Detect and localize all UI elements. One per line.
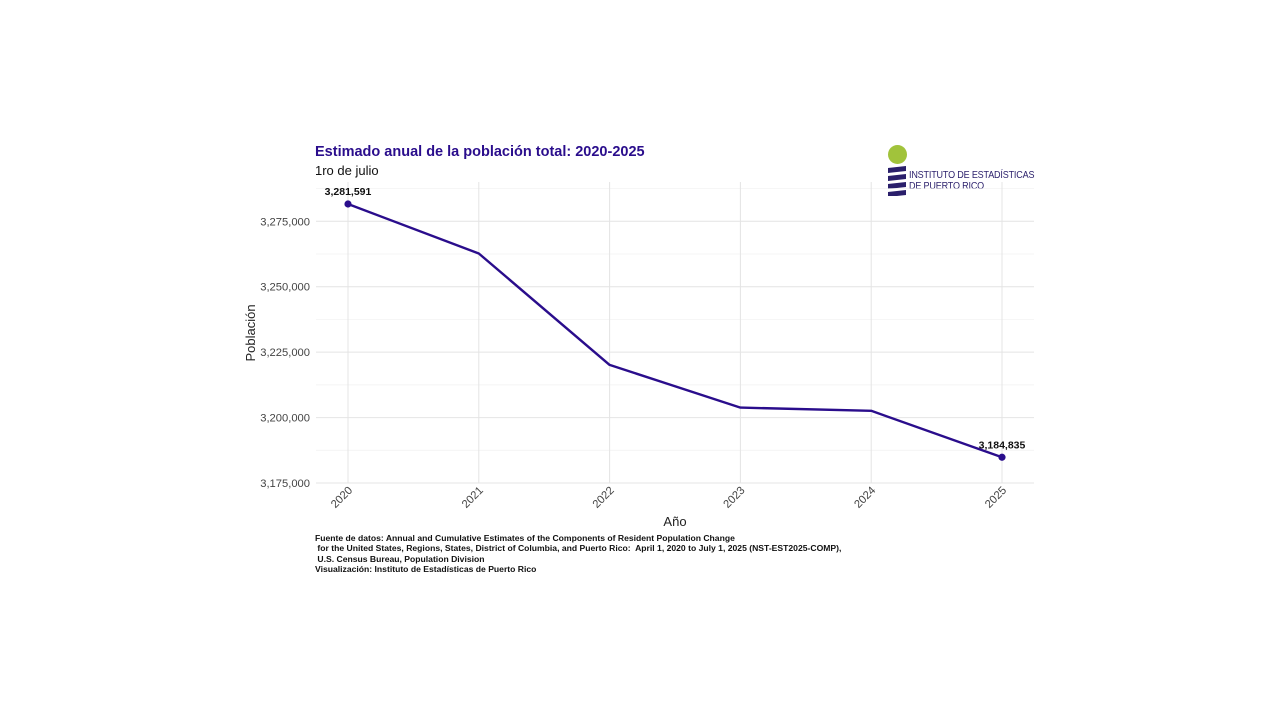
grid-major (316, 182, 1034, 483)
y-tick-label: 3,275,000 (260, 216, 310, 228)
data-point (344, 200, 351, 207)
x-tick-label: 2020 (329, 485, 355, 511)
x-axis-label: Año (663, 514, 686, 529)
data-label: 3,281,591 (325, 186, 372, 198)
source-line-4: Visualización: Instituto de Estadísticas… (315, 564, 841, 574)
source-line-3: U.S. Census Bureau, Population Division (315, 554, 841, 564)
data-labels: 3,281,591 3,184,835 (325, 186, 1026, 451)
x-tick-label: 2024 (852, 485, 878, 511)
y-tick-label: 3,175,000 (260, 478, 310, 490)
y-tick-labels: 3,175,000 3,200,000 3,225,000 3,250,000 3,27… (260, 216, 310, 490)
source-line-2: for the United States, Regions, States, … (315, 543, 841, 553)
y-tick-label: 3,250,000 (260, 282, 310, 294)
line-chart: 3,175,000 3,200,000 3,225,000 3,250,000 3,27… (0, 0, 1280, 720)
x-tick-label: 2025 (983, 485, 1009, 511)
x-tick-label: 2021 (460, 485, 486, 511)
chart-figure: Estimado anual de la población total: 20… (0, 0, 1280, 720)
y-tick-label: 3,200,000 (260, 413, 310, 425)
series-line (348, 204, 1002, 457)
x-tick-labels: 2020 2021 2022 2023 2024 2025 (329, 485, 1009, 511)
y-axis-label: Población (243, 304, 258, 361)
source-note: Fuente de datos: Annual and Cumulative E… (315, 533, 841, 574)
source-line-1: Fuente de datos: Annual and Cumulative E… (315, 533, 841, 543)
data-label: 3,184,835 (979, 439, 1026, 451)
y-tick-label: 3,225,000 (260, 347, 310, 359)
data-point (998, 454, 1005, 461)
x-tick-label: 2023 (721, 485, 747, 511)
x-tick-label: 2022 (591, 485, 617, 511)
grid-minor (316, 189, 1034, 451)
